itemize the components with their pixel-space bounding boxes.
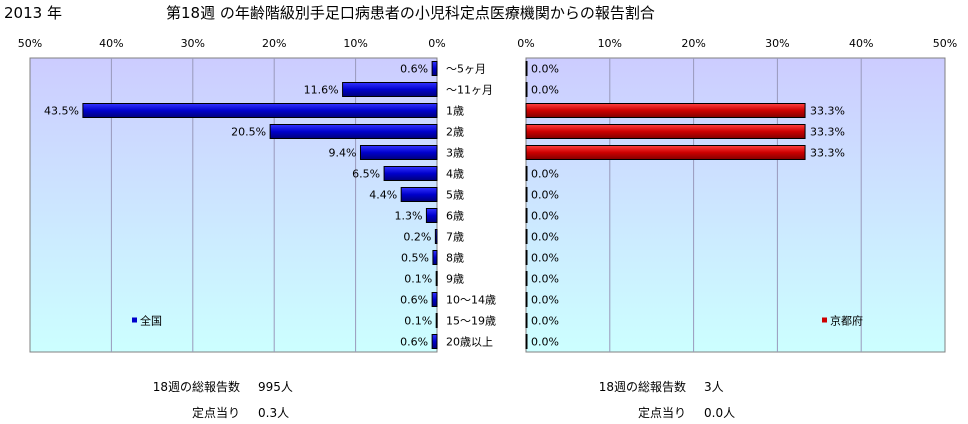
tick-label: 20%: [262, 37, 286, 50]
national-total-label: 18週の総報告数: [152, 380, 240, 394]
tick-label: 20%: [681, 37, 705, 50]
kyoto-total-label: 18週の総報告数: [598, 380, 686, 394]
kyoto-total-value: 3人: [704, 380, 724, 394]
bar-national: [82, 103, 438, 118]
tick-label: 0%: [428, 37, 445, 50]
category-label: 6歳: [446, 210, 464, 223]
bar-national: [435, 271, 438, 286]
data-label-kyoto: 0.0%: [531, 84, 559, 97]
data-label-kyoto: 0.0%: [531, 63, 559, 76]
legend-national: 全国: [140, 314, 162, 328]
tick-label: 40%: [99, 37, 123, 50]
bar-kyoto: [525, 208, 528, 223]
tick-label: 10%: [343, 37, 367, 50]
category-label: 20歳以上: [446, 336, 493, 349]
bar-national: [431, 292, 438, 307]
category-label: 15～19歳: [446, 315, 496, 328]
data-label-kyoto: 0.0%: [531, 336, 559, 349]
bar-kyoto: [525, 145, 806, 160]
data-label-national: 6.5%: [352, 168, 380, 181]
data-label-national: 43.5%: [44, 105, 79, 118]
category-label: 3歳: [446, 147, 464, 160]
page-title: 第18週 の年齢階級別手足口病患者の小児科定点医療機関からの報告割合: [166, 4, 655, 22]
plot-area-kyoto: [525, 57, 946, 353]
plot-area-national: [29, 57, 438, 353]
data-label-national: 11.6%: [304, 84, 339, 97]
bar-national: [431, 61, 438, 76]
bar-national: [434, 229, 438, 244]
bar-kyoto: [525, 187, 528, 202]
bar-kyoto: [525, 229, 528, 244]
national-per-value: 0.3人: [258, 406, 290, 420]
bar-kyoto: [525, 103, 806, 118]
legend-swatch-kyoto: [822, 317, 827, 323]
bar-national: [342, 82, 438, 97]
bar-kyoto: [525, 334, 528, 349]
bar-national: [425, 208, 438, 223]
legend-kyoto: 京都府: [830, 314, 863, 328]
legend-swatch-national: [132, 317, 137, 323]
tick-label: 40%: [849, 37, 873, 50]
bar-national: [383, 166, 438, 181]
data-label-kyoto: 0.0%: [531, 168, 559, 181]
national-per-label: 定点当り: [191, 406, 240, 420]
tick-label: 10%: [598, 37, 622, 50]
data-label-national: 0.1%: [404, 273, 432, 286]
kyoto-per-label: 定点当り: [637, 406, 686, 420]
tick-label: 0%: [517, 37, 534, 50]
tick-label: 30%: [765, 37, 789, 50]
data-label-kyoto: 0.0%: [531, 294, 559, 307]
bar-kyoto: [525, 313, 528, 328]
data-label-national: 1.3%: [394, 210, 422, 223]
bar-national: [435, 313, 438, 328]
bar-kyoto: [525, 61, 528, 76]
data-label-kyoto: 0.0%: [531, 315, 559, 328]
bar-national: [400, 187, 438, 202]
data-label-kyoto: 0.0%: [531, 231, 559, 244]
data-label-national: 20.5%: [231, 126, 266, 139]
bar-kyoto: [525, 166, 528, 181]
bar-kyoto: [525, 82, 528, 97]
bar-national: [432, 250, 438, 265]
data-label-kyoto: 0.0%: [531, 252, 559, 265]
bar-kyoto: [525, 124, 806, 139]
category-label: ～11ヶ月: [446, 84, 493, 97]
tick-label: 50%: [18, 37, 42, 50]
category-label: 9歳: [446, 273, 464, 286]
data-label-kyoto: 33.3%: [810, 126, 845, 139]
category-label: 2歳: [446, 126, 464, 139]
data-label-national: 0.5%: [401, 252, 429, 265]
data-label-national: 0.1%: [404, 315, 432, 328]
data-label-kyoto: 0.0%: [531, 273, 559, 286]
category-label: 8歳: [446, 252, 464, 265]
bar-kyoto: [525, 250, 528, 265]
data-label-kyoto: 33.3%: [810, 105, 845, 118]
bar-national: [431, 334, 438, 349]
bar-national: [269, 124, 438, 139]
data-label-national: 4.4%: [369, 189, 397, 202]
category-label: 4歳: [446, 168, 464, 181]
data-label-national: 0.6%: [400, 336, 428, 349]
kyoto-per-value: 0.0人: [704, 406, 736, 420]
category-label: 7歳: [446, 231, 464, 244]
category-label: 10～14歳: [446, 294, 496, 307]
year-label: 2013 年: [4, 4, 62, 22]
category-label: 1歳: [446, 105, 464, 118]
bar-kyoto: [525, 271, 528, 286]
category-label: ～5ヶ月: [446, 63, 486, 76]
data-label-kyoto: 0.0%: [531, 189, 559, 202]
tick-label: 30%: [181, 37, 205, 50]
data-label-national: 0.6%: [400, 63, 428, 76]
bar-kyoto: [525, 292, 528, 307]
data-label-kyoto: 0.0%: [531, 210, 559, 223]
bar-national: [359, 145, 438, 160]
data-label-national: 9.4%: [329, 147, 357, 160]
national-total-value: 995人: [258, 380, 293, 394]
tick-label: 50%: [933, 37, 957, 50]
data-label-kyoto: 33.3%: [810, 147, 845, 160]
category-label: 5歳: [446, 189, 464, 202]
data-label-national: 0.2%: [403, 231, 431, 244]
data-label-national: 0.6%: [400, 294, 428, 307]
